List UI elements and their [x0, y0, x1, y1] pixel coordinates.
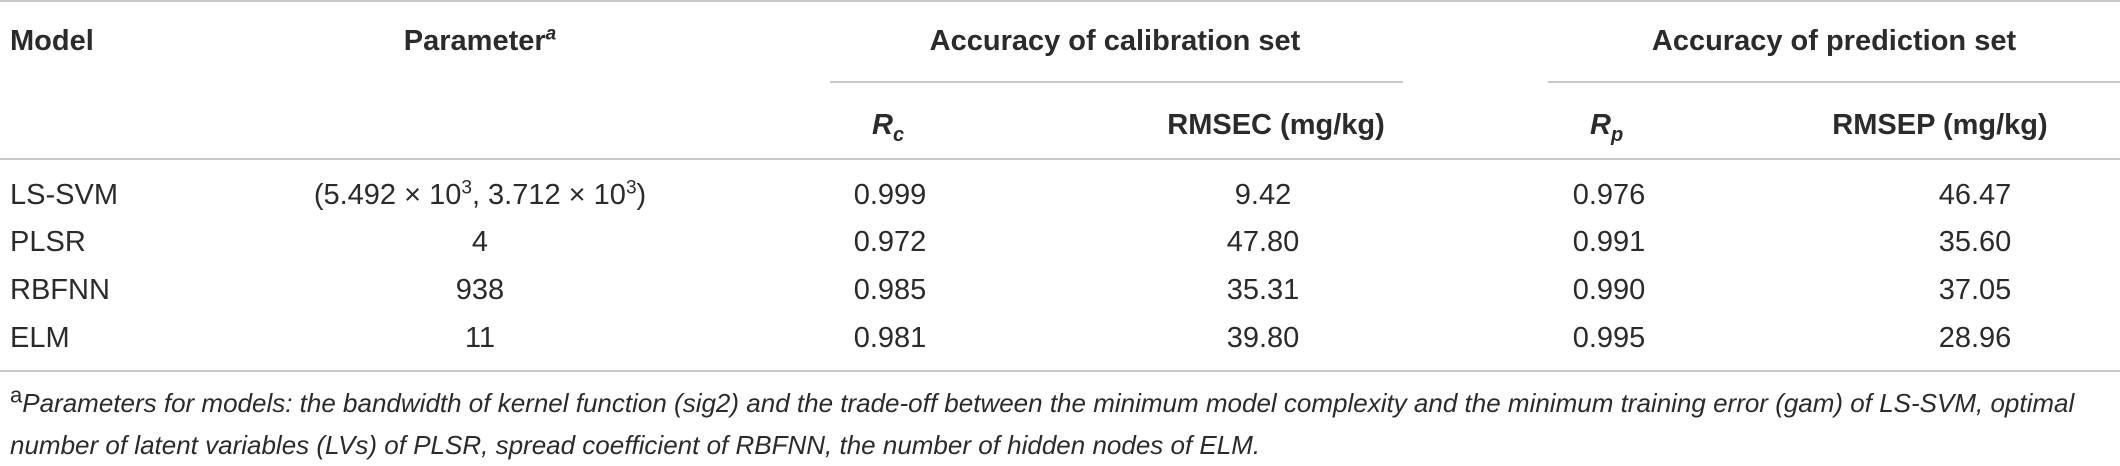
header-rc-main: R [872, 109, 893, 141]
row-elm-model: ELM [10, 322, 70, 354]
row-lssvm-model: LS-SVM [10, 179, 118, 211]
row-plsr-rc: 0.972 [853, 226, 927, 258]
row-elm-rc: 0.981 [853, 322, 927, 354]
header-rmsec: RMSEC (mg/kg) [1167, 109, 1385, 141]
calibration-group-rule [830, 81, 1403, 83]
header-rmsep: RMSEP (mg/kg) [1832, 109, 2048, 141]
footnote-text: Parameters for models: the bandwidth of … [10, 388, 2075, 460]
row-lssvm-param-b: , 3.712 × 10 [471, 179, 626, 211]
row-lssvm-param-a: (5.492 × 10 [313, 179, 462, 211]
row-lssvm-rmsep: 46.47 [1938, 179, 2012, 211]
header-calibration-group: Accuracy of calibration set [929, 25, 1301, 57]
row-rbfnn-model: RBFNN [10, 274, 110, 306]
row-rbfnn-rp: 0.990 [1572, 274, 1646, 306]
row-elm-rmsep: 28.96 [1938, 322, 2012, 354]
row-plsr-rp: 0.991 [1572, 226, 1646, 258]
header-rp-main: R [1590, 109, 1611, 141]
prediction-group-rule [1548, 81, 2120, 83]
header-rp-sub: p [1610, 123, 1624, 146]
row-elm-rp: 0.995 [1572, 322, 1646, 354]
header-rp: Rp [1590, 107, 1624, 146]
row-elm-parameter: 11 [464, 322, 496, 354]
table-bottom-rule [0, 370, 2120, 372]
row-plsr-rmsep: 35.60 [1938, 226, 2012, 258]
row-plsr-model: PLSR [10, 226, 86, 258]
footnote-marker: a [10, 382, 23, 408]
row-rbfnn-parameter: 938 [455, 274, 505, 306]
row-lssvm-param-a-exp: 3 [461, 177, 472, 199]
header-rc: Rc [872, 107, 905, 146]
header-parameter-marker: a [545, 23, 557, 45]
header-parameter-label: Parameter [403, 25, 546, 57]
row-plsr-rmsec: 47.80 [1226, 226, 1300, 258]
table-footnote: aParameters for models: the bandwidth of… [10, 382, 2100, 466]
row-rbfnn-rmsep: 37.05 [1938, 274, 2012, 306]
row-rbfnn-rc: 0.985 [853, 274, 927, 306]
header-model: Model [10, 25, 94, 57]
header-parameter: Parametera [404, 23, 556, 59]
row-plsr-parameter: 4 [471, 226, 489, 258]
header-rc-sub: c [892, 123, 905, 146]
row-lssvm-parameter: (5.492 × 103, 3.712 × 103) [314, 177, 646, 213]
header-bottom-rule [0, 158, 2120, 160]
header-prediction-group: Accuracy of prediction set [1651, 25, 2017, 57]
row-lssvm-rp: 0.976 [1572, 179, 1646, 211]
row-lssvm-rc: 0.999 [853, 179, 927, 211]
row-rbfnn-rmsec: 35.31 [1226, 274, 1300, 306]
row-lssvm-rmsec: 9.42 [1234, 179, 1292, 211]
top-rule [0, 0, 2120, 2]
row-lssvm-param-c: ) [636, 179, 647, 211]
row-lssvm-param-b-exp: 3 [625, 177, 637, 199]
row-elm-rmsec: 39.80 [1226, 322, 1300, 354]
